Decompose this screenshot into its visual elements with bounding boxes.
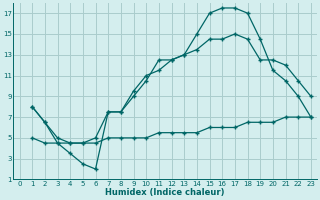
X-axis label: Humidex (Indice chaleur): Humidex (Indice chaleur): [106, 188, 225, 197]
